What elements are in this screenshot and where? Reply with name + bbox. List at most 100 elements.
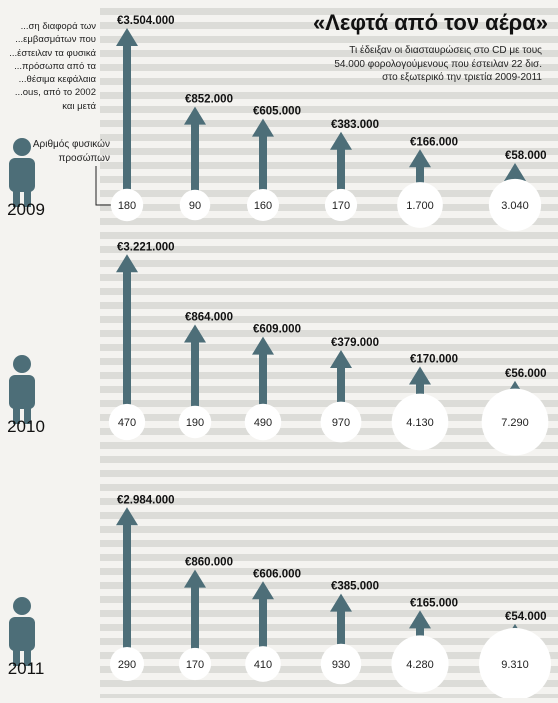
persons-circle — [391, 635, 449, 693]
stripe — [100, 386, 558, 393]
person-leg — [24, 189, 31, 207]
stripe — [100, 316, 558, 323]
persons-circle — [245, 646, 281, 682]
amount-value: €58.000 — [505, 150, 547, 162]
persons-value: 4.130 — [406, 417, 434, 429]
persons-value: 3.040 — [501, 200, 529, 212]
person-icon — [9, 138, 35, 207]
stripe — [100, 582, 558, 589]
year-panel-2009: 2009 180 €3.504.000 90 €852.000 160 €605.000 17… — [7, 15, 547, 232]
person-icon — [9, 355, 35, 424]
stripe — [100, 526, 558, 533]
stripe — [100, 512, 558, 519]
amount-arrow — [184, 106, 206, 205]
stripe — [100, 120, 558, 127]
persons-circle — [244, 403, 282, 441]
stripe — [100, 680, 558, 687]
persons-value: 180 — [118, 200, 136, 212]
stripe — [100, 22, 558, 29]
stripe — [100, 302, 558, 309]
persons-circle — [324, 188, 358, 222]
amount-arrow — [252, 118, 274, 205]
person-body — [9, 158, 35, 192]
persons-circle — [110, 188, 144, 222]
year-label: 2010 — [7, 417, 45, 436]
persons-circle — [397, 182, 443, 228]
stripe — [100, 260, 558, 267]
persons-value: 170 — [332, 200, 350, 212]
stripe — [100, 330, 558, 337]
persons-circle — [178, 647, 212, 681]
persons-circle — [179, 189, 211, 221]
person-body — [9, 617, 35, 651]
left-note: ...ση διαφορά των ...εμβασμάτων που ...έ… — [9, 21, 96, 112]
stripe — [100, 568, 558, 575]
person-leg — [24, 406, 31, 424]
persons-value: 190 — [186, 417, 204, 429]
amount-arrow — [409, 149, 431, 205]
year-label: 2011 — [8, 659, 45, 678]
stripe — [100, 148, 558, 155]
persons-value: 90 — [189, 200, 201, 212]
stripe — [100, 218, 558, 225]
person-head — [13, 597, 31, 615]
stripe — [100, 134, 558, 141]
stripe — [100, 246, 558, 253]
amount-value: €2.984.000 — [117, 494, 175, 506]
amount-arrow — [116, 254, 138, 422]
persons-circle — [109, 646, 145, 682]
amount-value: €383.000 — [331, 119, 379, 131]
amount-arrow — [330, 350, 352, 422]
persons-value: 410 — [254, 659, 272, 671]
amount-arrow — [252, 581, 274, 664]
stripe — [100, 372, 558, 379]
amount-value: €165.000 — [410, 597, 458, 609]
amount-arrow — [330, 593, 352, 664]
stripe — [100, 610, 558, 617]
persons-circle — [391, 393, 449, 451]
stripe — [100, 106, 558, 113]
stripe — [100, 596, 558, 603]
stripe — [100, 92, 558, 99]
persons-value: 290 — [118, 659, 136, 671]
amount-value: €3.221.000 — [117, 241, 175, 253]
amount-value: €166.000 — [410, 136, 458, 148]
amount-arrow — [116, 507, 138, 664]
persons-circle — [479, 628, 551, 700]
persons-connector — [95, 166, 112, 206]
stripe — [100, 624, 558, 631]
amount-value: €56.000 — [505, 368, 547, 380]
amount-arrow — [116, 28, 138, 205]
stripe — [100, 554, 558, 561]
stripe — [100, 274, 558, 281]
stripe — [100, 498, 558, 505]
persons-circle — [246, 188, 280, 222]
persons-circle — [488, 178, 542, 232]
persons-circle — [481, 388, 549, 456]
persons-value: 4.280 — [406, 659, 434, 671]
background-stripes — [100, 8, 558, 701]
person-leg — [13, 406, 20, 424]
amount-value: €54.000 — [505, 611, 547, 623]
chart-subtitle: Τι έδειξαν οι διασταυρώσεις στο CD με το… — [334, 45, 542, 83]
amount-value: €860.000 — [185, 557, 233, 569]
person-body — [9, 375, 35, 409]
amount-value: €605.000 — [253, 106, 301, 118]
persons-value: 170 — [186, 659, 204, 671]
persons-value: 930 — [332, 659, 350, 671]
stripe — [100, 638, 558, 645]
stripe — [100, 470, 558, 477]
stripe — [100, 190, 558, 197]
persons-circle — [320, 643, 362, 685]
amount-value: €606.000 — [253, 568, 301, 580]
person-head — [13, 138, 31, 156]
amount-value: €864.000 — [185, 312, 233, 324]
stripe — [100, 50, 558, 57]
year-panel-2011: 2011 290 €2.984.000 170 €860.000 410 €606.000 9… — [8, 494, 551, 700]
person-head — [13, 355, 31, 373]
chart-title: «Λεφτά από τον αέρα» — [312, 10, 548, 35]
persons-value: 470 — [118, 417, 136, 429]
stripe — [100, 64, 558, 71]
persons-value: 1.700 — [406, 200, 434, 212]
